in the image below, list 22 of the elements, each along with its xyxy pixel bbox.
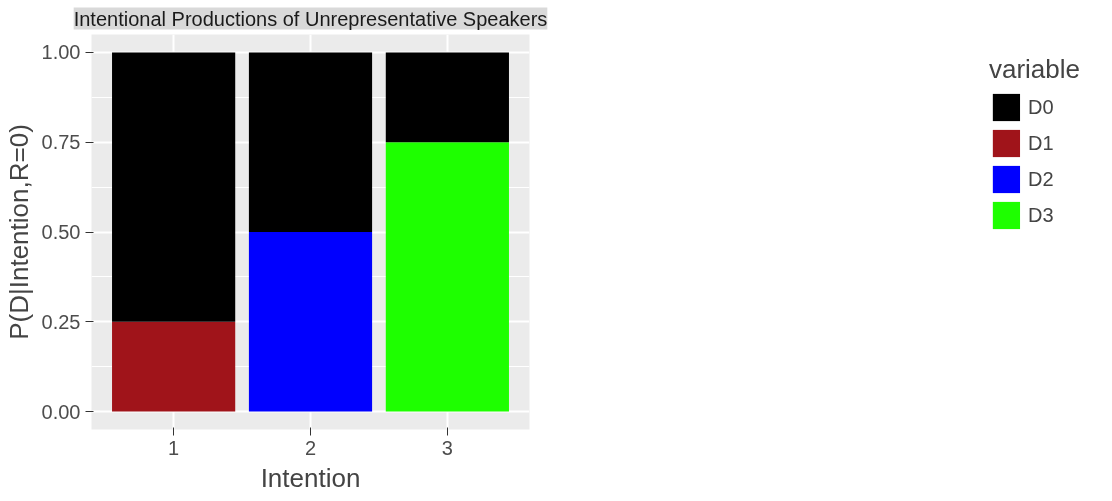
y-tick-label: 1.00 [41,41,81,64]
legend-label: D2 [1027,167,1054,191]
bar [248,52,373,232]
x-tick-label: 3 [441,436,453,459]
bar [385,142,509,412]
x-tick-label: 2 [304,436,317,459]
y-axis-title: P(D|Intention,R=0) [3,124,34,340]
chart-title: Intentional Productions of Unrepresentative Speakers [73,7,548,30]
y-tick-label: 0.00 [41,400,81,423]
legend-label: D3 [1027,203,1054,227]
bar [112,52,236,322]
bar [248,232,373,412]
legend-title: variable [988,54,1080,85]
legend-label: D1 [1027,131,1054,155]
y-tick-label: 0.75 [41,131,81,154]
x-tick-label: 1 [168,436,180,459]
y-tick-label: 0.25 [41,310,81,333]
bar [112,321,236,412]
legend-label: D0 [1027,95,1054,119]
bar [385,52,509,143]
y-tick-label: 0.50 [41,221,81,243]
x-axis-title: Intention [260,462,361,493]
